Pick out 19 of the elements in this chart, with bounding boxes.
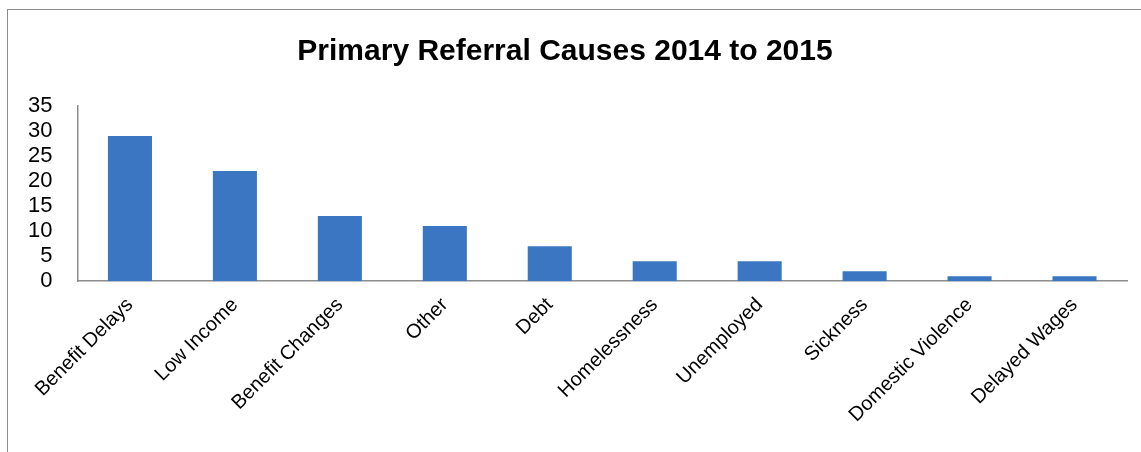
y-tick-label: 0 bbox=[40, 267, 53, 293]
bar bbox=[632, 261, 677, 282]
bar bbox=[107, 136, 152, 282]
bar bbox=[737, 261, 782, 282]
y-tick-label: 25 bbox=[27, 142, 53, 168]
bar bbox=[317, 216, 362, 282]
bar bbox=[947, 276, 992, 282]
y-tick-label: 5 bbox=[40, 242, 53, 268]
bar bbox=[422, 226, 467, 282]
bar bbox=[1052, 276, 1097, 282]
y-tick-label: 10 bbox=[27, 217, 53, 243]
bar bbox=[842, 271, 887, 282]
chart-title: Primary Referral Causes 2014 to 2015 bbox=[297, 33, 833, 67]
bar bbox=[527, 246, 572, 282]
bar bbox=[212, 171, 257, 282]
y-tick-label: 20 bbox=[27, 167, 53, 193]
y-tick-label: 30 bbox=[27, 117, 53, 143]
y-tick-label: 15 bbox=[27, 192, 53, 218]
y-tick-label: 35 bbox=[27, 92, 53, 118]
